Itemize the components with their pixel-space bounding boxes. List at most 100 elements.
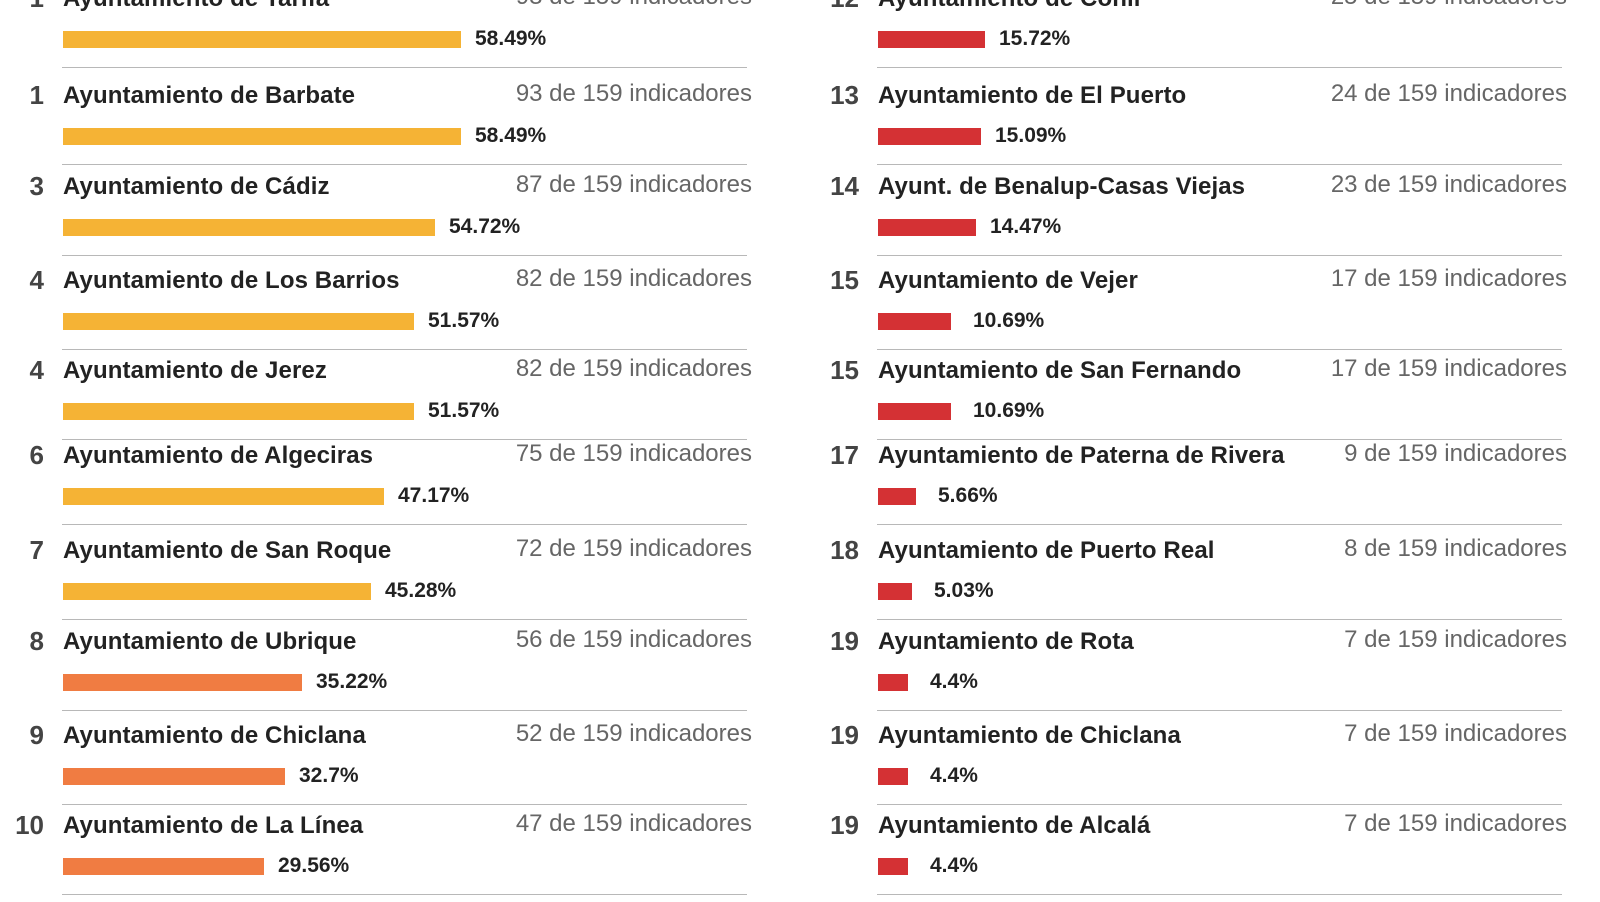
municipality-name: Ayuntamiento de Conil — [878, 0, 1141, 13]
percentage-bar — [878, 313, 951, 330]
row-divider — [877, 619, 1562, 620]
row-divider — [62, 804, 747, 805]
row-divider — [877, 710, 1562, 711]
row-divider — [62, 524, 747, 525]
row-divider — [877, 439, 1562, 440]
percentage-bar — [63, 858, 264, 875]
ranking-row: 15 Ayuntamiento de San Fernando 17 de 159 … — [815, 355, 1595, 447]
row-divider — [62, 164, 747, 165]
ranking-row: 7 Ayuntamiento de San Roque 72 de 159 indi… — [0, 535, 780, 627]
rank-number: 3 — [29, 171, 44, 201]
percentage-bar — [63, 313, 414, 330]
row-divider — [877, 894, 1562, 895]
row-divider — [877, 255, 1562, 256]
municipality-name: Ayuntamiento de Los Barrios — [63, 267, 400, 294]
percentage-label: 58.49% — [475, 124, 547, 147]
ranking-row: 10 Ayuntamiento de La Línea 47 de 159 indi… — [0, 810, 780, 902]
percentage-label: 51.57% — [428, 309, 500, 332]
percentage-bar — [63, 31, 461, 48]
rank-number: 1 — [0, 0, 44, 14]
row-divider — [62, 619, 747, 620]
row-divider — [62, 67, 747, 68]
row-divider — [62, 710, 747, 711]
municipality-name: Ayuntamiento de Chiclana — [878, 722, 1181, 749]
indicator-count: 82 de 159 indicadores — [515, 355, 752, 382]
right-ranking-column: 12 Ayuntamiento de Conil 25 de 159 indicad… — [815, 0, 1595, 900]
ranking-row: 6 Ayuntamiento de Algeciras 75 de 159 indi… — [0, 440, 780, 532]
percentage-bar — [878, 128, 981, 145]
ranking-row: 3 Ayuntamiento de Cádiz 87 de 159 indicado… — [0, 171, 780, 263]
row-divider — [877, 67, 1562, 68]
ranking-row: 13 Ayuntamiento de El Puerto 24 de 159 ind… — [815, 80, 1595, 172]
rank-number: 10 — [15, 810, 44, 840]
percentage-bar — [878, 31, 985, 48]
percentage-label: 5.66% — [938, 484, 998, 507]
percentage-label: 47.17% — [398, 484, 470, 507]
rank-number: 12 — [815, 0, 859, 14]
percentage-label: 4.4% — [930, 670, 978, 693]
percentage-label: 15.72% — [999, 27, 1071, 50]
row-divider — [877, 349, 1562, 350]
rank-number: 15 — [830, 355, 859, 385]
indicator-count: 24 de 159 indicadores — [1330, 80, 1567, 107]
rank-number: 14 — [830, 171, 859, 201]
rank-number: 1 — [29, 80, 44, 110]
rank-number: 19 — [830, 720, 859, 750]
rank-number: 8 — [29, 626, 44, 656]
percentage-label: 10.69% — [973, 399, 1045, 422]
indicator-count: 52 de 159 indicadores — [515, 720, 752, 747]
indicator-count: 8 de 159 indicadores — [1344, 535, 1567, 562]
ranking-row: 8 Ayuntamiento de Ubrique 56 de 159 indica… — [0, 626, 780, 718]
row-divider — [877, 164, 1562, 165]
municipality-name: Ayuntamiento de Algeciras — [63, 442, 374, 469]
percentage-bar — [63, 488, 384, 505]
percentage-label: 4.4% — [930, 764, 978, 787]
rank-number: 17 — [830, 440, 859, 470]
percentage-bar — [63, 674, 302, 691]
percentage-label: 4.4% — [930, 854, 978, 877]
rank-number: 7 — [29, 535, 44, 565]
row-divider — [877, 524, 1562, 525]
rank-number: 13 — [830, 80, 859, 110]
municipality-name: Ayuntamiento de La Línea — [63, 812, 364, 839]
row-divider — [62, 439, 747, 440]
indicator-count: 7 de 159 indicadores — [1344, 626, 1567, 653]
municipality-name: Ayuntamiento de Jerez — [63, 357, 327, 384]
percentage-label: 51.57% — [428, 399, 500, 422]
rank-number: 4 — [29, 355, 44, 385]
indicator-count: 25 de 159 indicadores — [1331, 0, 1567, 11]
row-divider — [62, 894, 747, 895]
percentage-bar — [63, 768, 285, 785]
percentage-label: 58.49% — [475, 27, 547, 50]
municipality-name: Ayuntamiento de Barbate — [63, 82, 356, 109]
municipality-name: Ayuntamiento de Tarifa — [63, 0, 329, 13]
municipality-name: Ayuntamiento de Vejer — [878, 267, 1138, 294]
percentage-label: 45.28% — [385, 579, 457, 602]
indicator-count: 87 de 159 indicadores — [515, 171, 752, 198]
row-divider — [62, 349, 747, 350]
ranking-row: 1 Ayuntamiento de Tarifa 93 de 159 indicad… — [0, 0, 780, 75]
municipality-name: Ayuntamiento de El Puerto — [878, 82, 1187, 109]
ranking-row: 19 Ayuntamiento de Alcalá 7 de 159 indicad… — [815, 810, 1595, 902]
indicator-count: 17 de 159 indicadores — [1330, 355, 1567, 382]
percentage-label: 15.09% — [995, 124, 1067, 147]
percentage-label: 54.72% — [449, 215, 521, 238]
ranking-row: 15 Ayuntamiento de Vejer 17 de 159 indicad… — [815, 265, 1595, 357]
ranking-row: 18 Ayuntamiento de Puerto Real 8 de 159 in… — [815, 535, 1595, 627]
municipality-name: Ayuntamiento de San Roque — [63, 537, 392, 564]
indicator-count: 93 de 159 indicadores — [516, 0, 752, 11]
ranking-row: 4 Ayuntamiento de Los Barrios 82 de 159 in… — [0, 265, 780, 357]
municipality-name: Ayunt. de Benalup-Casas Viejas — [878, 173, 1246, 200]
indicator-count: 7 de 159 indicadores — [1344, 720, 1567, 747]
ranking-row: 19 Ayuntamiento de Chiclana 7 de 159 indic… — [815, 720, 1595, 812]
municipality-name: Ayuntamiento de Chiclana — [63, 722, 366, 749]
percentage-label: 10.69% — [973, 309, 1045, 332]
municipality-name: Ayuntamiento de Puerto Real — [878, 537, 1215, 564]
indicator-count: 82 de 159 indicadores — [515, 265, 752, 292]
indicator-count: 72 de 159 indicadores — [515, 535, 752, 562]
indicator-count: 93 de 159 indicadores — [515, 80, 752, 107]
indicator-count: 7 de 159 indicadores — [1344, 810, 1567, 837]
indicator-count: 47 de 159 indicadores — [515, 810, 752, 837]
indicator-count: 17 de 159 indicadores — [1330, 265, 1567, 292]
percentage-label: 29.56% — [278, 854, 350, 877]
